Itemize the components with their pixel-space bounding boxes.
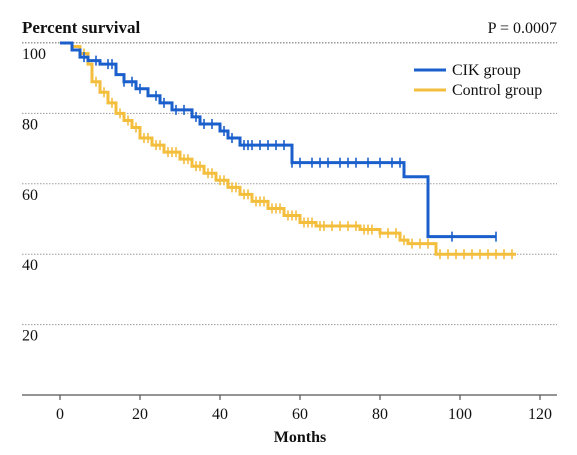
y-tick-label-100: 100 [22, 46, 46, 63]
legend-label-control-group: Control group [452, 82, 542, 99]
x-tick-label-0: 0 [56, 406, 64, 423]
x-tick-label-40: 40 [212, 406, 228, 423]
x-tick-label-120: 120 [528, 406, 552, 423]
control-group-line [60, 41, 516, 256]
x-axis-title: Months [274, 429, 326, 446]
x-tick-label-20: 20 [132, 406, 148, 423]
grid-lines [22, 42, 557, 326]
x-ticks: 0 20 40 60 80 100 120 [56, 395, 552, 423]
y-tick-label-20: 20 [22, 328, 38, 345]
legend: CIK group Control group [414, 62, 542, 99]
x-tick-label-60: 60 [292, 406, 308, 423]
legend-label-cik-group: CIK group [452, 62, 521, 79]
series-lines [60, 41, 516, 260]
chart-title: Percent survival [22, 18, 140, 37]
y-tick-label-80: 80 [22, 116, 38, 133]
y-tick-label-40: 40 [22, 257, 38, 274]
x-tick-label-100: 100 [448, 406, 472, 423]
x-tick-label-80: 80 [372, 406, 388, 423]
y-ticks: 20 40 60 80 100 [22, 46, 46, 345]
y-tick-label-60: 60 [22, 187, 38, 204]
p-value-annotation: P = 0.0007 [488, 20, 557, 37]
